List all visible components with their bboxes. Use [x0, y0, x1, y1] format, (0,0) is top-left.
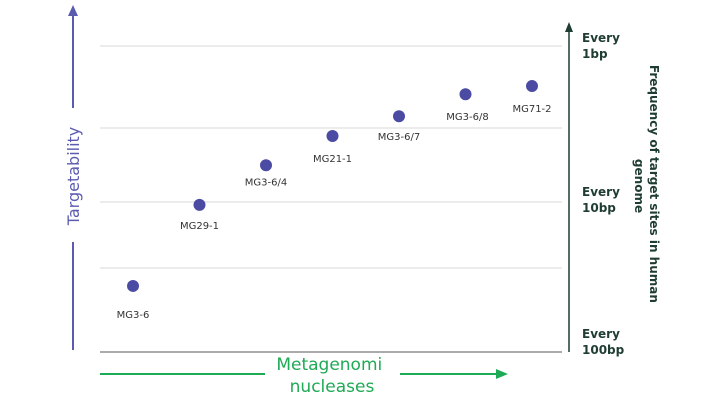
- data-point: [260, 159, 272, 172]
- x-axis-title-line1: Metagenomi: [276, 355, 382, 375]
- data-point-label: MG29-1: [180, 221, 219, 232]
- data-point-label: MG3-6/7: [378, 132, 420, 143]
- right-tick-label: 1bp: [582, 47, 608, 61]
- x-axis-arrowhead-icon: [496, 369, 508, 379]
- x-axis-title-line2: nucleases: [290, 377, 375, 397]
- x-axis-title: Metagenomi nucleases: [276, 355, 387, 397]
- data-point-label: MG71-2: [512, 104, 551, 115]
- y-axis-right-title: Frequency of target sites in human genom…: [632, 65, 661, 307]
- bottom-axis: Metagenomi nucleases: [100, 355, 508, 397]
- data-point: [526, 80, 538, 93]
- data-point: [326, 130, 339, 143]
- right-tick-label: Every: [582, 327, 620, 341]
- data-point: [193, 198, 206, 211]
- data-point: [127, 279, 139, 292]
- data-point-label: MG3-6: [117, 310, 150, 321]
- right-tick-label: 10bp: [582, 201, 616, 215]
- gridlines: [100, 45, 562, 269]
- right-axis: Every 100bp Every 10bp Every 1bp Frequency of…: [565, 22, 661, 357]
- y-axis-right-title-line1: Frequency of target sites in human: [647, 65, 661, 303]
- data-point-label: MG21-1: [313, 154, 352, 165]
- right-axis-ticks: Every 100bp Every 10bp Every 1bp: [582, 31, 625, 357]
- right-tick-label: Every: [582, 185, 620, 199]
- data-point: [393, 110, 405, 123]
- right-tick-label: Every: [582, 31, 620, 45]
- data-points: MG3-6 MG29-1 MG3-6/4 MG21-1 MG3-6/7 MG3-6/8 MG…: [117, 80, 552, 321]
- y-axis-right-title-line2: genome: [632, 159, 646, 213]
- data-point-label: MG3-6/4: [245, 177, 287, 188]
- right-axis-arrowhead-icon: [565, 22, 573, 32]
- y-axis-left-title: Targetability: [64, 127, 83, 227]
- left-axis: Targetability: [64, 5, 83, 350]
- left-axis-arrowhead-icon: [68, 5, 78, 16]
- data-point-label: MG3-6/8: [446, 112, 488, 123]
- right-tick-label: 100bp: [582, 343, 625, 357]
- data-point: [459, 88, 472, 101]
